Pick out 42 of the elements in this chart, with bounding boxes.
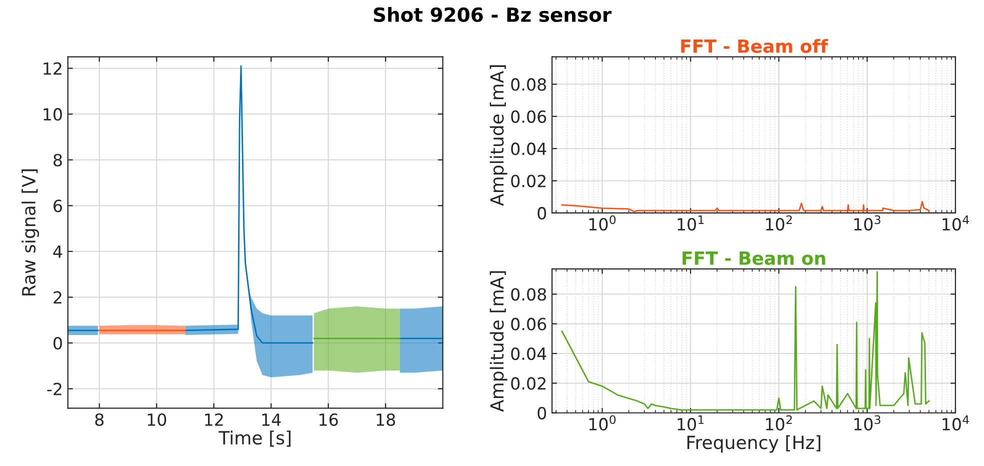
y-tick-label: 0.02 (511, 377, 546, 390)
x-tick-label: 10$^{4}$ (942, 215, 969, 231)
y-tick-label: 0 (538, 206, 546, 220)
y-tick-label: 0.08 (511, 288, 546, 301)
x-tick-label: 10$^{2}$ (766, 215, 792, 231)
x-tick-label: 10$^{1}$ (678, 415, 704, 431)
y-tick-label: 12 (44, 62, 62, 75)
y-tick-label: 0 (54, 336, 62, 350)
y-axis-title: Raw signal [V] (22, 169, 40, 296)
y-tick-label: 0.04 (511, 347, 546, 360)
x-tick-label: 10$^{2}$ (766, 415, 792, 431)
chart-title: FFT - Beam off (681, 38, 828, 53)
x-tick-label: 8 (95, 413, 104, 426)
y-tick-label: 0.08 (511, 78, 546, 91)
x-tick-label: 10$^{0}$ (589, 215, 616, 231)
x-tick-label: 10 (148, 413, 166, 426)
chart-title: FFT - Beam on (682, 252, 826, 265)
x-tick-label: 16 (320, 413, 338, 426)
x-tick-label: 18 (376, 413, 396, 426)
y-axis-title: Amplitude [mA] (490, 65, 508, 206)
y-tick-label: 2 (54, 291, 62, 304)
y-tick-label: 0.02 (511, 174, 546, 188)
x-tick-label: 10$^{3}$ (854, 415, 880, 431)
y-tick-label: 8 (54, 154, 62, 166)
x-tick-label: 10$^{3}$ (854, 215, 880, 231)
x-axis-title: Time [s] (218, 430, 291, 447)
text: Shot 9206 - Bz sensor (374, 6, 612, 22)
y-tick-label: 0 (538, 406, 546, 420)
x-axis-title: Frequency [Hz] (687, 435, 820, 453)
x-tick-label: 14 (262, 414, 281, 426)
x-tick-label: 10$^{1}$ (678, 215, 704, 231)
y-tick-label: 0.04 (511, 142, 546, 156)
x-tick-label: 10$^{0}$ (589, 415, 616, 431)
y-tick-label: 0.06 (511, 318, 546, 330)
y-tick-label: 0.06 (511, 110, 546, 123)
y-tick-label: -2 (47, 382, 62, 396)
x-tick-label: 12 (205, 413, 223, 426)
y-axis-title: Amplitude [mA] (490, 271, 508, 412)
y-tick-label: 10 (44, 108, 62, 121)
x-tick-label: 10$^{4}$ (942, 415, 969, 431)
y-tick-label: 4 (53, 246, 62, 258)
y-tick-label: 6 (54, 200, 62, 212)
